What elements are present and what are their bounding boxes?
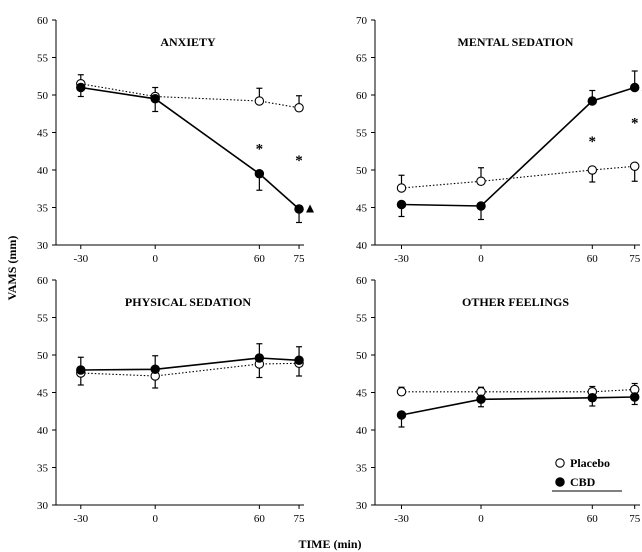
y-tick-label: 50 [356,350,368,362]
triangle-marker [306,204,315,213]
x-tick-label: 0 [478,253,484,265]
data-point-cbd [76,365,86,375]
y-tick-label: 35 [37,463,49,475]
data-point-cbd [587,392,598,403]
significance-star: * [256,142,264,158]
y-tick-label: 55 [356,313,368,325]
x-tick-label: 75 [629,513,641,525]
y-tick-label: 40 [356,425,368,437]
y-tick-label: 45 [356,203,368,215]
series-line-placebo [401,388,635,393]
legend: Placebo CBD [552,456,622,492]
y-tick-label: 45 [37,128,49,140]
y-tick-label: 60 [37,15,49,27]
data-point-placebo [396,183,407,193]
y-tick-label: 50 [356,165,368,177]
data-point-cbd [294,204,304,214]
data-point-placebo [294,103,304,113]
y-tick-label: 60 [356,90,368,102]
y-tick-label: 30 [356,500,368,512]
significance-star: * [295,153,303,169]
y-tick-label: 60 [37,275,49,287]
x-tick-label: 60 [254,253,266,265]
data-point-cbd [396,199,407,210]
legend-cbd-label: CBD [570,475,596,489]
y-axis-title: VAMS (mm) [5,236,19,301]
y-tick-label: 55 [37,53,49,65]
x-tick-label: 0 [478,513,484,525]
x-tick-label: -30 [394,253,409,265]
data-point-cbd [629,392,640,402]
y-tick-label: 30 [37,500,49,512]
panel-title: PHYSICAL SEDATION [125,295,251,309]
x-tick-label: 60 [254,513,266,525]
y-tick-label: 50 [37,350,49,362]
data-point-cbd [396,410,407,420]
y-tick-label: 65 [356,53,368,65]
x-tick-label: 75 [629,253,641,265]
x-tick-label: 60 [587,513,599,525]
y-tick-label: 45 [356,388,368,400]
panel-physical-sedation: 30 35 40 45 50 55 60 -30 0 60 75 PHYSICAL SEDATION [37,275,305,525]
y-tick-label: 70 [356,15,368,27]
x-tick-label: -30 [73,513,88,525]
data-point-cbd [587,96,598,106]
panel-title: OTHER FEELINGS [462,295,569,309]
data-point-cbd [150,364,160,374]
legend-placebo-marker [555,458,565,468]
x-tick-label: 0 [152,253,158,265]
panel-title: MENTAL SEDATION [458,35,574,49]
significance-star: * [631,115,639,131]
y-tick-label: 40 [37,165,49,177]
data-point-cbd [629,82,640,93]
y-tick-label: 50 [37,90,49,102]
panel-title: ANXIETY [160,35,216,49]
chart-panels: 30 35 40 45 50 55 60 -30 0 60 75 ANXIETY * * 40 45 50 55 6… [37,15,642,525]
data-point-placebo [254,96,265,106]
series-line-placebo [80,362,300,377]
data-point-cbd [294,355,304,365]
data-point-placebo [476,176,486,187]
data-point-cbd [254,169,265,179]
data-point-cbd [254,353,265,363]
x-tick-label: 75 [294,253,306,265]
panel-other-feelings: 30 35 40 45 50 55 60 -30 0 60 75 OTHER FEELINGS [356,275,641,525]
x-axis-title: TIME (min) [299,537,362,551]
panel-anxiety: 30 35 40 45 50 55 60 -30 0 60 75 ANXIETY * * [37,15,315,265]
series-line-cbd [401,86,635,207]
y-tick-label: 30 [37,240,49,252]
x-tick-label: 75 [294,513,306,525]
significance-star: * [589,134,597,150]
y-tick-label: 60 [356,275,368,287]
y-tick-label: 35 [37,203,49,215]
y-tick-label: 45 [37,388,49,400]
panel-mental-sedation: 40 45 50 55 60 65 70 -30 0 60 75 MENTAL SEDATION * * [356,15,642,265]
data-point-cbd [476,394,486,404]
x-tick-label: 60 [587,253,599,265]
y-tick-label: 35 [356,463,368,475]
series-line-cbd [80,86,300,210]
x-tick-label: 0 [152,513,158,525]
data-point-placebo [629,161,640,172]
data-point-cbd [76,82,86,93]
y-tick-label: 55 [37,313,49,325]
data-point-placebo [396,386,407,397]
legend-placebo-label: Placebo [570,456,610,470]
y-tick-label: 40 [356,240,368,252]
series-line-cbd [401,396,635,416]
x-tick-label: -30 [73,253,88,265]
x-tick-label: -30 [394,513,409,525]
y-tick-label: 55 [356,128,368,140]
y-tick-label: 40 [37,425,49,437]
data-point-cbd [150,94,160,104]
series-line-placebo [80,83,300,109]
series-line-placebo [401,165,635,189]
data-point-cbd [476,201,486,211]
legend-cbd-marker [555,477,565,487]
series-line-cbd [80,357,300,371]
data-point-placebo [587,165,598,175]
